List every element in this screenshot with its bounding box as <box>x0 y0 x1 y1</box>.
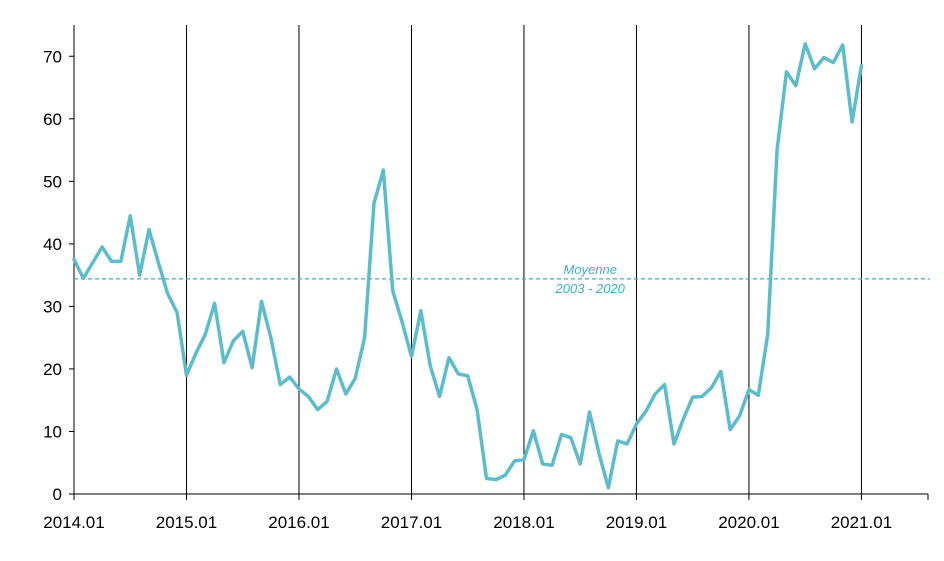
x-tick-label: 2021.01 <box>831 513 892 532</box>
y-tick-label: 50 <box>43 172 62 191</box>
x-tick-label: 2020.01 <box>718 513 779 532</box>
average-label-line1: Moyenne <box>563 262 616 277</box>
y-tick-label: 30 <box>43 297 62 316</box>
y-tick-label: 20 <box>43 360 62 379</box>
x-tick-label: 2014.01 <box>43 513 104 532</box>
x-tick-label: 2017.01 <box>381 513 442 532</box>
series-line <box>72 42 864 490</box>
x-tick-label: 2018.01 <box>493 513 554 532</box>
x-axis-ticks: 2014.01 2015.01 2016.01 2017.01 2018.01 2019.… <box>43 494 929 532</box>
y-tick-label: 10 <box>43 422 62 441</box>
x-tick-label: 2015.01 <box>156 513 217 532</box>
x-tick-label: 2016.01 <box>268 513 329 532</box>
average-label-line2: 2003 - 2020 <box>555 281 626 296</box>
x-tick-label: 2019.01 <box>606 513 667 532</box>
average-reference: Moyenne 2003 - 2020 <box>74 262 930 296</box>
axes <box>73 25 928 495</box>
y-axis-ticks: 0 10 20 30 40 50 60 70 <box>43 47 74 504</box>
series-layer <box>72 42 864 490</box>
y-tick-label: 60 <box>43 110 62 129</box>
y-tick-label: 40 <box>43 235 62 254</box>
y-tick-label: 0 <box>53 485 62 504</box>
y-tick-label: 70 <box>43 47 62 66</box>
vertical-gridlines <box>185 25 862 494</box>
